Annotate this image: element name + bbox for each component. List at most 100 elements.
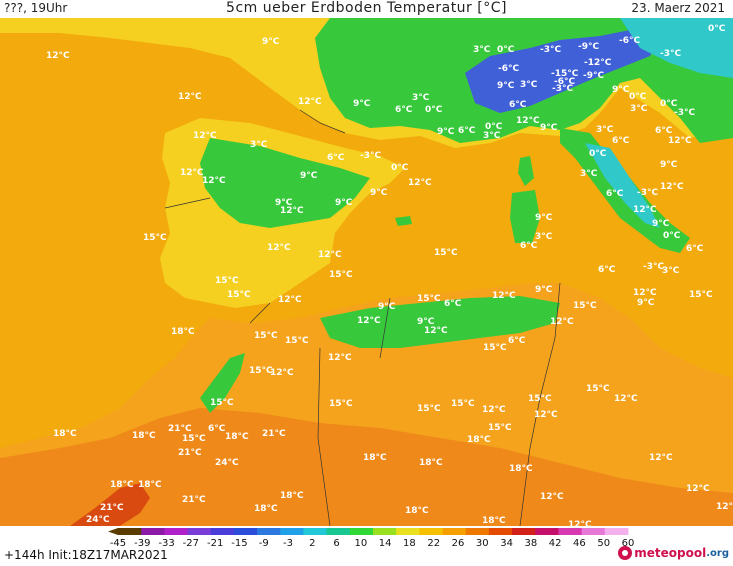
temperature-label: 0°C — [660, 99, 678, 109]
temperature-label: 18°C — [171, 327, 195, 337]
legend-tick: -39 — [134, 538, 150, 548]
temperature-label: 9°C — [612, 85, 630, 95]
temperature-label: 6°C — [520, 241, 538, 251]
temperature-label: 12°C — [649, 453, 673, 463]
temperature-label: 12°C — [298, 97, 322, 107]
temperature-label: 12°C — [482, 405, 506, 415]
legend-tick: 18 — [403, 538, 416, 548]
temperature-label: 6°C — [327, 153, 345, 163]
map-header: ???, 19Uhr 5cm ueber Erdboden Temperatur… — [0, 0, 733, 18]
temperature-label: 15°C — [249, 366, 273, 376]
legend-swatch — [373, 528, 397, 535]
temperature-label: -3°C — [643, 262, 664, 272]
temperature-label: 9°C — [370, 188, 388, 198]
temperature-label: 12°C — [46, 51, 70, 61]
meteopool-logo[interactable]: meteopool .org — [618, 546, 729, 560]
map-title: 5cm ueber Erdboden Temperatur [°C] — [226, 0, 507, 16]
temperature-label: 21°C — [262, 429, 286, 439]
temperature-label: 12°C — [633, 205, 657, 215]
temperature-label: 18°C — [467, 435, 491, 445]
temperature-label: -3°C — [540, 45, 561, 55]
temperature-label: 18°C — [110, 480, 134, 490]
legend-swatch — [488, 528, 513, 535]
temperature-label: 3°C — [580, 169, 598, 179]
temperature-label: 24°C — [215, 458, 239, 468]
cold-cyan-east — [620, 18, 733, 78]
temperature-label: 12°C — [278, 295, 302, 305]
temperature-label: 9°C — [300, 171, 318, 181]
legend-swatch — [233, 528, 258, 535]
temperature-label: -3°C — [660, 49, 681, 59]
italy-cyan-apennines — [585, 143, 660, 228]
temperature-label: 12°C — [408, 178, 432, 188]
sahara-hot — [0, 408, 733, 526]
temperature-label: 9°C — [535, 285, 553, 295]
legend-swatch — [419, 528, 444, 535]
temperature-label: 9°C — [540, 123, 558, 133]
temperature-label: 12°C — [686, 484, 710, 494]
temperature-label: 6°C — [508, 336, 526, 346]
legend-swatch — [396, 528, 420, 535]
legend-swatch — [187, 528, 212, 535]
temperature-label: 12°C — [318, 250, 342, 260]
legend-tick: 22 — [427, 538, 440, 548]
temperature-label: -6°C — [554, 77, 575, 87]
temperature-label: -9°C — [578, 42, 599, 52]
temperature-label: 12°C — [660, 182, 684, 192]
temperature-label: 12°C — [270, 368, 294, 378]
temperature-label: 15°C — [182, 434, 206, 444]
temperature-label: 21°C — [182, 495, 206, 505]
temperature-label: 15°C — [227, 290, 251, 300]
temperature-label: 3°C — [483, 131, 501, 141]
temperature-label: 21°C — [168, 424, 192, 434]
temperature-label: 12°C — [516, 116, 540, 126]
temperature-label: 3°C — [520, 80, 538, 90]
temperature-label: 12°C — [716, 502, 733, 512]
legend-tick: 2 — [309, 538, 315, 548]
atlas-green — [320, 296, 560, 348]
legend-swatch — [141, 528, 165, 535]
temperature-label: 15°C — [417, 404, 441, 414]
temperature-label: -3°C — [360, 151, 381, 161]
temperature-label: 6°C — [509, 100, 527, 110]
temperature-label: 3°C — [535, 232, 553, 242]
temperature-label: 6°C — [612, 136, 630, 146]
legend-swatches — [108, 528, 629, 535]
temperature-label: 9°C — [637, 298, 655, 308]
temperature-label: 0°C — [589, 149, 607, 159]
legend-swatch — [535, 528, 559, 535]
temperature-label: -9°C — [583, 71, 604, 81]
temperature-label: 12°C — [424, 326, 448, 336]
coast-red-hot — [70, 483, 150, 526]
temperature-label: 6°C — [458, 126, 476, 136]
temperature-label: 15°C — [417, 294, 441, 304]
temperature-label: 12°C — [280, 206, 304, 216]
temperature-label: 18°C — [280, 491, 304, 501]
temperature-label: -6°C — [619, 36, 640, 46]
temperature-label: 18°C — [254, 504, 278, 514]
temperature-map-canvas: 12°C9°C12°C 12°C 9°C6°C3°C0°C3°C 0°C -3°C -9°… — [0, 18, 733, 526]
temperature-label: 15°C — [689, 290, 713, 300]
temperature-label: 9°C — [417, 317, 435, 327]
temperature-label: 9°C — [335, 198, 353, 208]
temperature-label: 18°C — [363, 453, 387, 463]
temperature-label: 24°C — [86, 515, 110, 525]
temperature-label: 12°C — [633, 288, 657, 298]
temperature-label: 18°C — [482, 516, 506, 526]
legend-bar: -45 -39 -33 -27 -21 -15 -9 -3 2 6 10 14 18 22 26 30 34 38… — [108, 528, 634, 549]
temperature-label: 18°C — [225, 432, 249, 442]
legend-swatch — [604, 528, 629, 535]
temperature-labels: 12°C9°C12°C 12°C 9°C6°C3°C0°C3°C 0°C -3°C -9°… — [46, 24, 733, 526]
legend-tick: -45 — [110, 538, 126, 548]
sahara-atlas-green-ridge — [200, 353, 245, 413]
legend-tick: 26 — [452, 538, 465, 548]
temperature-label: 15°C — [210, 398, 234, 408]
balearic-islands — [395, 216, 412, 226]
temperature-label: 0°C — [391, 163, 409, 173]
legend-swatch — [210, 528, 235, 535]
temperature-label: 15°C — [143, 233, 167, 243]
legend-tick: 38 — [524, 538, 537, 548]
brand-name: meteopool — [634, 546, 707, 560]
temperature-label: 12°C — [357, 316, 381, 326]
